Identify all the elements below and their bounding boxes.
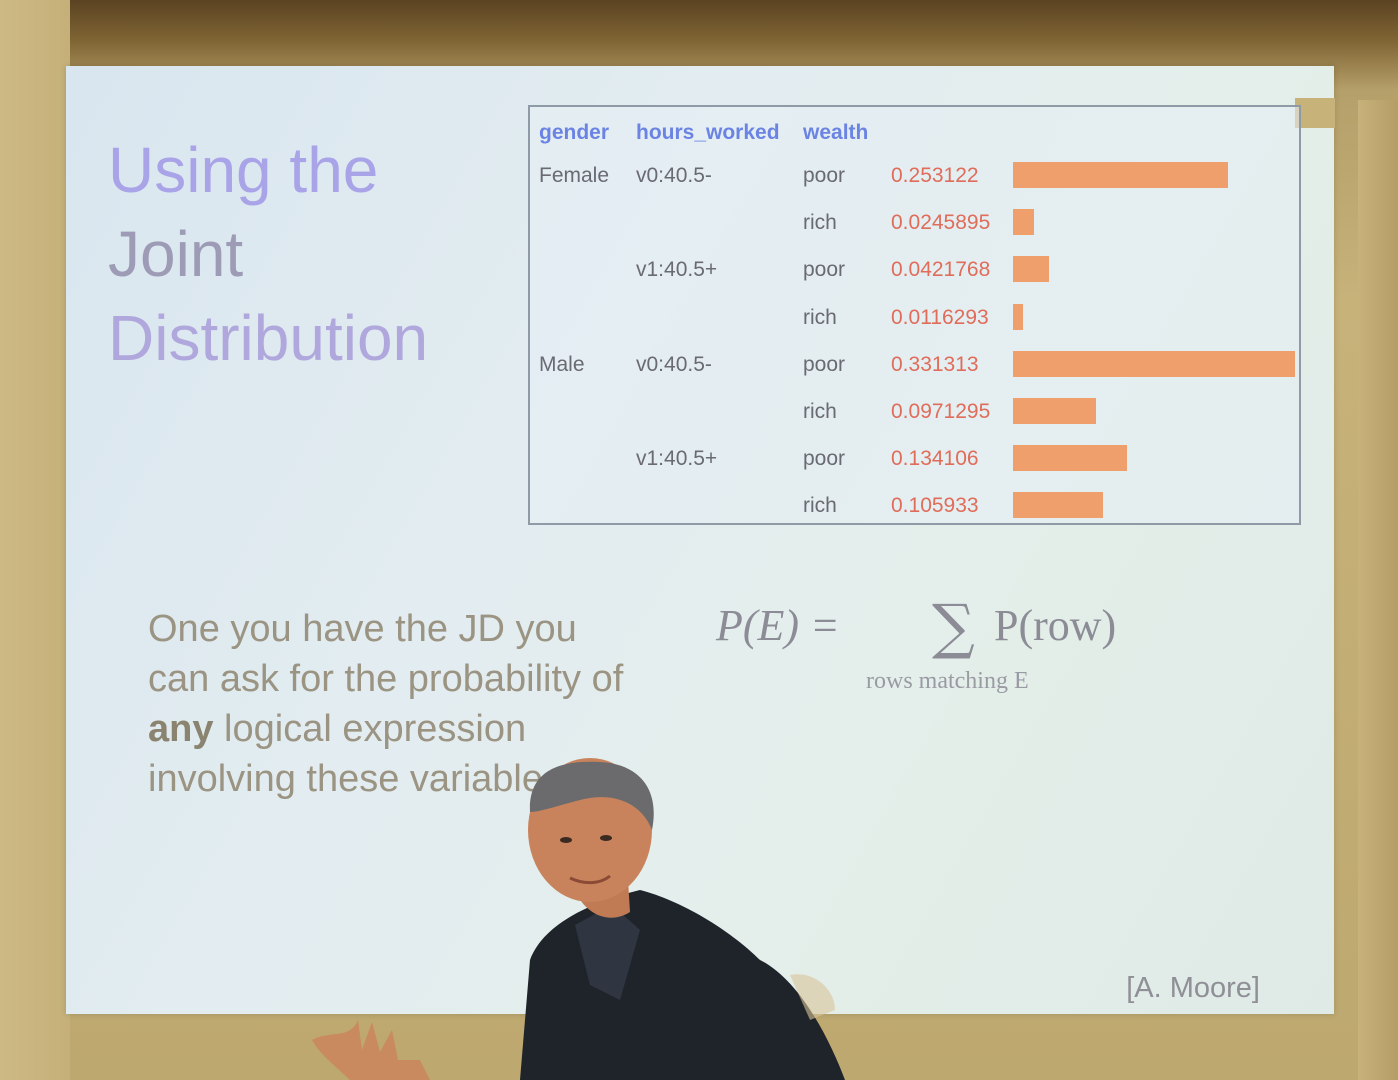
cell-hours-worked: v1:40.5+ bbox=[636, 447, 718, 471]
cell-gender: Female bbox=[539, 164, 610, 187]
cell-hours-worked: v0:40.5- bbox=[636, 352, 712, 376]
probability-bar bbox=[1013, 209, 1034, 236]
cell-probability: 0.0421768 bbox=[891, 258, 991, 282]
formula-subscript: rows matching E bbox=[866, 668, 1029, 694]
cell-hours-worked: v1:40.5+ bbox=[636, 258, 718, 282]
cell-wealth: rich bbox=[803, 400, 837, 423]
cell-probability: 0.105933 bbox=[891, 494, 979, 518]
cell-probability: 0.253122 bbox=[891, 164, 979, 187]
header-gender: gender bbox=[539, 121, 610, 144]
body-text-post: logical expression involving these varia… bbox=[148, 708, 563, 800]
probability-bar bbox=[1013, 492, 1104, 519]
slide-body-text: One you have the JD you can ask for the … bbox=[148, 604, 648, 804]
cell-wealth: rich bbox=[803, 211, 837, 235]
body-text-emphasis: any bbox=[148, 708, 214, 750]
joint-distribution-table: gender hours_worked wealth Female v0:40.5… bbox=[528, 105, 1301, 525]
cell-wealth: poor bbox=[803, 447, 846, 471]
cell-wealth: rich bbox=[803, 305, 837, 329]
header-wealth: wealth bbox=[803, 121, 869, 144]
slide-attribution: [A. Moore] bbox=[1126, 972, 1260, 1004]
cell-probability: 0.0245895 bbox=[891, 211, 991, 235]
formula-rhs: P(row) bbox=[994, 601, 1117, 650]
slide-title-line-1: Using the bbox=[108, 134, 379, 206]
probability-bar bbox=[1013, 445, 1128, 472]
slide-title-line-3: Distribution bbox=[108, 302, 429, 374]
cell-probability: 0.331313 bbox=[891, 352, 979, 376]
cell-wealth: rich bbox=[803, 494, 837, 518]
probability-bar bbox=[1013, 398, 1096, 424]
cell-wealth: poor bbox=[803, 164, 846, 187]
header-hours-worked: hours_worked bbox=[636, 121, 780, 144]
probability-bar bbox=[1013, 162, 1229, 188]
formula-lhs: P(E) = bbox=[716, 601, 840, 650]
probability-bar bbox=[1013, 350, 1295, 377]
slide-title-line-2: Joint bbox=[108, 218, 244, 290]
cell-probability: 0.0971295 bbox=[891, 400, 991, 423]
probability-bar bbox=[1013, 303, 1023, 330]
presenter-hand bbox=[312, 1020, 430, 1080]
cell-wealth: poor bbox=[803, 352, 846, 376]
screen-corner-wedge bbox=[1295, 98, 1335, 128]
body-text-pre: One you have the JD you can ask for the … bbox=[148, 608, 624, 700]
cell-gender: Male bbox=[539, 352, 585, 376]
slide-title: Using the Joint Distribution bbox=[108, 128, 508, 380]
cell-hours-worked: v0:40.5- bbox=[636, 164, 712, 187]
cell-probability: 0.134106 bbox=[891, 447, 979, 471]
probability-bar bbox=[1013, 256, 1049, 283]
formula-sigma: ∑ bbox=[932, 592, 975, 662]
cell-wealth: poor bbox=[803, 258, 846, 282]
wall-right bbox=[1358, 100, 1398, 1080]
wall-left bbox=[0, 0, 70, 1080]
cell-probability: 0.0116293 bbox=[891, 305, 989, 329]
